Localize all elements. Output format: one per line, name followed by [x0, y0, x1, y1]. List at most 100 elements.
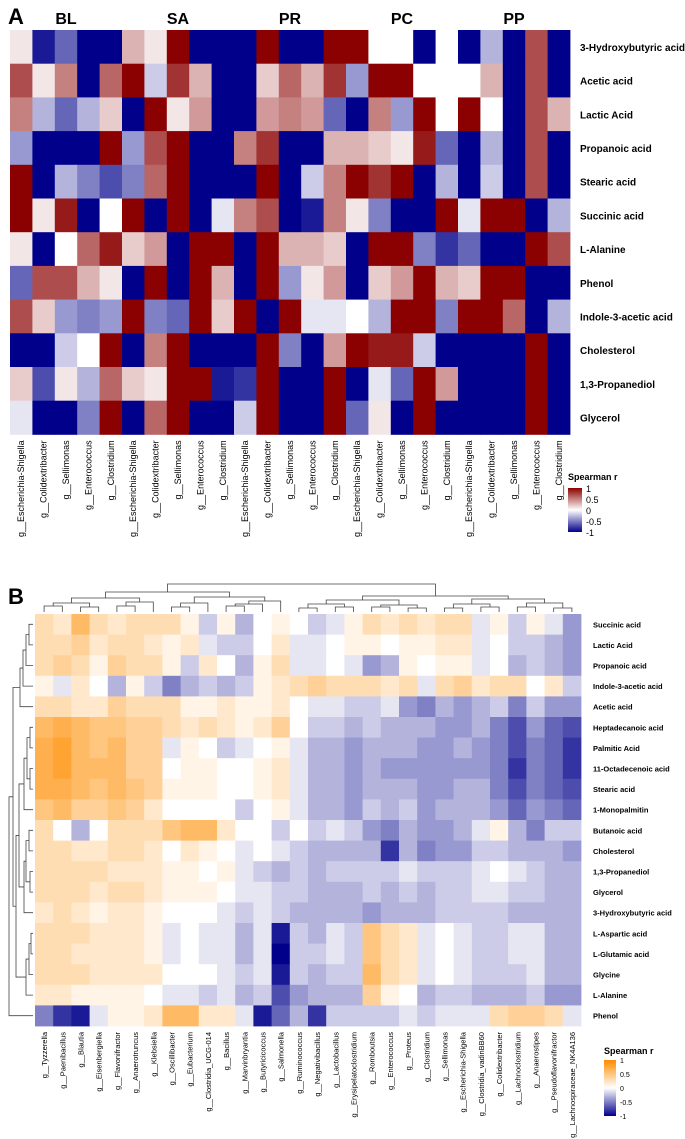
cell-b-r9-c24: [471, 799, 491, 821]
cell-b-r18-c5: [126, 984, 145, 1006]
cell-b-r4-c12: [253, 696, 272, 718]
cell-b-r17-c10: [217, 964, 236, 986]
cell-pr-r11-c1: [256, 400, 280, 435]
cell-b-r17-c16: [326, 964, 345, 986]
cell-b-r18-c22: [435, 984, 454, 1006]
col-label-b-g-clostridia-vadinbb60: g__Clostridia_vadinBB60: [477, 1032, 486, 1116]
cell-b-r4-c23: [453, 696, 473, 718]
cell-b-r12-c9: [198, 861, 218, 883]
col-label-b-g-eubacterium: g__Eubacterium: [186, 1032, 195, 1087]
cell-bl-r11-c0: [10, 400, 33, 435]
cell-b-r3-c12: [253, 675, 272, 697]
cell-b-r6-c20: [399, 737, 418, 759]
cell-b-r8-c14: [289, 778, 309, 800]
cell-b-r3-c0: [35, 675, 54, 697]
cell-b-r1-c9: [198, 634, 218, 656]
cell-b-r1-c23: [453, 634, 473, 656]
cell-b-r9-c13: [271, 799, 291, 821]
cell-pc-r10-c2: [390, 367, 414, 402]
cell-b-r2-c29: [562, 655, 582, 677]
dend-r5: [29, 768, 33, 790]
cell-b-r16-c24: [471, 943, 491, 965]
cell-b-r15-c25: [490, 923, 509, 944]
cell-b-r11-c5: [126, 840, 145, 862]
cell-b-r8-c23: [453, 778, 473, 800]
cell-b-r5-c19: [380, 717, 400, 738]
cell-pp-r2-c3: [525, 97, 548, 132]
cell-pp-r11-c0: [458, 400, 481, 435]
cell-pc-r11-c4: [435, 400, 459, 435]
cell-pp-r10-c3: [525, 367, 548, 402]
cell-bl-r8-c0: [10, 299, 33, 334]
cell-pp-r5-c4: [547, 198, 571, 233]
cell-b-r3-c5: [126, 675, 145, 697]
cell-bl-r9-c4: [99, 333, 123, 368]
cell-pc-r11-c1: [368, 400, 392, 435]
cell-sa-r2-c4: [211, 97, 235, 132]
cell-b-r9-c0: [35, 799, 54, 821]
cell-pp-r4-c0: [458, 164, 481, 199]
cell-pr-r5-c3: [301, 198, 324, 233]
cell-b-r17-c17: [344, 964, 363, 986]
cell-b-r12-c14: [289, 861, 309, 883]
cell-b-r2-c0: [35, 655, 54, 677]
cell-b-r5-c0: [35, 717, 54, 738]
cell-b-r2-c6: [144, 655, 163, 677]
cell-pp-r0-c1: [480, 30, 504, 65]
cell-b-r13-c13: [271, 881, 291, 903]
cell-b-r17-c14: [289, 964, 309, 986]
cell-b-r0-c13: [271, 614, 291, 635]
cell-b-r13-c28: [544, 881, 564, 903]
cell-pp-r10-c2: [502, 367, 526, 402]
cell-b-r11-c21: [417, 840, 436, 862]
cell-sa-r4-c1: [144, 164, 168, 199]
cell-pp-r7-c1: [480, 265, 504, 300]
cell-pr-r8-c2: [278, 299, 302, 334]
row-label-b-phenol: Phenol: [593, 1012, 618, 1021]
cell-sa-r11-c2: [166, 400, 190, 435]
cell-b-r3-c18: [362, 675, 382, 697]
cell-bl-r4-c0: [10, 164, 33, 199]
cell-b-r12-c12: [253, 861, 272, 883]
cell-b-r3-c16: [326, 675, 345, 697]
cell-pc-r3-c2: [390, 131, 414, 166]
cell-b-r19-c27: [526, 1005, 545, 1027]
cell-b-r19-c29: [562, 1005, 582, 1027]
cell-b-r2-c18: [362, 655, 382, 677]
cell-b-r19-c8: [180, 1005, 200, 1027]
cell-bl-r0-c0: [10, 30, 33, 65]
cell-b-r3-c28: [544, 675, 564, 697]
cell-b-r14-c13: [271, 902, 291, 924]
cell-b-r12-c16: [326, 861, 345, 883]
cell-b-r8-c21: [417, 778, 436, 800]
cell-bl-r10-c4: [99, 367, 123, 402]
cell-b-r19-c25: [490, 1005, 509, 1027]
dend-c6: [171, 606, 191, 612]
cell-pc-r11-c2: [390, 400, 414, 435]
cell-bl-r5-c1: [32, 198, 56, 233]
cell-b-r6-c29: [562, 737, 582, 759]
cell-b-r7-c20: [399, 758, 418, 780]
cell-b-r4-c1: [53, 696, 72, 718]
cell-b-r4-c8: [180, 696, 200, 718]
cell-pc-r5-c4: [435, 198, 459, 233]
group-label-pc: PC: [391, 11, 414, 28]
panel-b-letter: B: [8, 584, 24, 609]
cell-b-r12-c6: [144, 861, 163, 883]
cell-b-r13-c1: [53, 881, 72, 903]
cell-b-r4-c19: [380, 696, 400, 718]
cell-pr-r3-c1: [256, 131, 280, 166]
cell-b-r5-c5: [126, 717, 145, 738]
cell-sa-r4-c2: [166, 164, 190, 199]
cell-sa-r4-c0: [122, 164, 145, 199]
cell-pr-r0-c1: [256, 30, 280, 65]
col-label-pr-g-colidextribacter: g__Colidextribacter: [263, 440, 273, 518]
col-label-pp-g-clostridium: g__Clostridium: [554, 440, 564, 500]
cell-b-r0-c8: [180, 614, 200, 635]
cell-b-r15-c5: [126, 923, 145, 944]
col-label-b-g-paenibacillus: g__Paenibacillus: [58, 1032, 67, 1089]
col-label-b-g-lactobacillus: g__Lactobacillus: [331, 1032, 340, 1088]
cell-bl-r0-c1: [32, 30, 56, 65]
cell-b-r10-c20: [399, 820, 418, 841]
cell-pr-r6-c3: [301, 232, 324, 267]
